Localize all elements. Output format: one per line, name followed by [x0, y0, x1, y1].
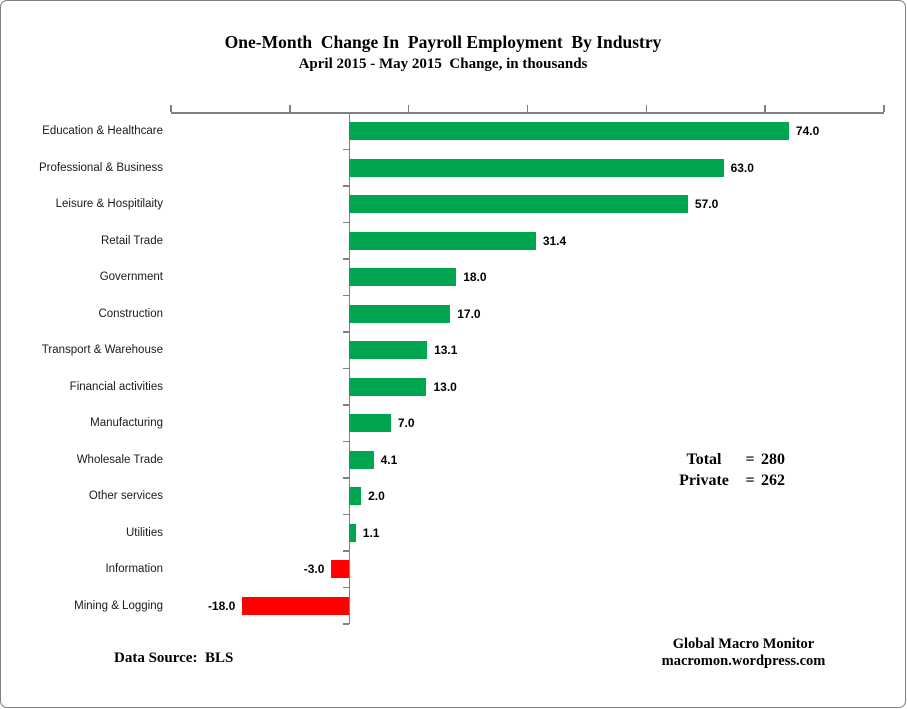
- bar: [349, 304, 451, 323]
- bar: [331, 560, 350, 579]
- category-label: Education & Healthcare: [42, 125, 163, 138]
- category-axis-tick: [343, 404, 350, 406]
- bar: [349, 268, 457, 287]
- value-label: -18.0: [207, 598, 236, 613]
- category-label: Leisure & Hospitilaity: [55, 198, 163, 211]
- category-axis-tick: [343, 258, 350, 260]
- bar: [349, 450, 374, 469]
- value-label: 63.0: [730, 160, 754, 175]
- category-label: Professional & Business: [38, 161, 163, 174]
- bar: [242, 596, 350, 615]
- private-label: Private: [679, 472, 729, 489]
- value-label: 57.0: [694, 197, 719, 212]
- value-label: 4.1: [380, 452, 398, 467]
- value-axis-tick: [407, 105, 410, 112]
- value-axis-tick: [170, 105, 172, 112]
- category-axis-tick: [343, 112, 350, 114]
- value-label: 13.0: [433, 379, 457, 394]
- category-axis-tick: [343, 477, 350, 479]
- category-label: Retail Trade: [100, 234, 163, 247]
- data-source-note: Data Source: BLS: [114, 650, 234, 666]
- category-label: Government: [99, 271, 163, 284]
- value-label: 1.1: [362, 525, 380, 540]
- category-axis-tick: [343, 513, 350, 516]
- chart-subtitle: April 2015 - May 2015 Change, in thousan…: [298, 56, 588, 72]
- category-label: Utilities: [125, 526, 163, 539]
- credit-line2: macromon.wordpress.com: [661, 653, 826, 669]
- total-label: Total: [686, 451, 722, 468]
- bar: [349, 523, 356, 542]
- value-axis-line: [171, 112, 884, 114]
- value-axis-tick: [764, 105, 766, 112]
- category-axis-tick: [343, 586, 350, 589]
- category-label: Construction: [98, 307, 163, 320]
- bar: [349, 487, 362, 506]
- category-axis-tick: [343, 331, 350, 333]
- value-label: 7.0: [397, 416, 415, 431]
- category-axis-tick: [343, 550, 350, 552]
- private-equals: =: [745, 472, 755, 489]
- chart-title: One-Month Change In Payroll Employment B…: [224, 32, 662, 52]
- value-label: -3.0: [303, 562, 325, 577]
- bar: [349, 377, 427, 396]
- value-label: 18.0: [463, 270, 487, 285]
- category-axis-line: [348, 113, 350, 624]
- value-axis-tick: [289, 105, 291, 112]
- value-label: 17.0: [457, 306, 481, 321]
- totals-annotation: Total = 280 Private = 262: [669, 449, 807, 491]
- total-equals: =: [745, 451, 755, 468]
- value-axis-tick: [883, 105, 885, 112]
- value-label: 74.0: [795, 124, 820, 139]
- credit-line1: Global Macro Monitor: [672, 636, 815, 652]
- category-axis-tick: [343, 221, 350, 224]
- value-axis-tick: [526, 105, 529, 112]
- value-label: 31.4: [542, 233, 567, 248]
- category-label: Information: [105, 563, 163, 576]
- category-label: Manufacturing: [90, 417, 163, 430]
- total-value: 280: [761, 451, 785, 468]
- category-label: Other services: [88, 490, 163, 503]
- private-value: 262: [761, 472, 785, 489]
- bar: [349, 158, 724, 177]
- category-axis-tick: [343, 148, 350, 151]
- value-axis-tick: [645, 105, 648, 112]
- category-label: Transport & Warehouse: [41, 344, 163, 357]
- value-label: 13.1: [434, 343, 458, 358]
- credit-block: Global Macro Monitor macromon.wordpress.…: [596, 636, 891, 670]
- category-axis-tick: [343, 440, 350, 443]
- bar: [349, 231, 536, 250]
- category-label: Financial activities: [69, 380, 163, 393]
- category-axis-tick: [343, 185, 350, 187]
- value-label: 2.0: [368, 489, 385, 504]
- bar: [349, 341, 428, 360]
- category-axis-tick: [343, 623, 350, 625]
- category-axis-tick: [343, 294, 350, 297]
- bar: [349, 122, 789, 141]
- category-axis-tick: [343, 367, 350, 370]
- category-label: Mining & Logging: [74, 599, 163, 612]
- category-label: Wholesale Trade: [76, 453, 163, 466]
- bar: [349, 195, 688, 214]
- bar: [349, 414, 391, 433]
